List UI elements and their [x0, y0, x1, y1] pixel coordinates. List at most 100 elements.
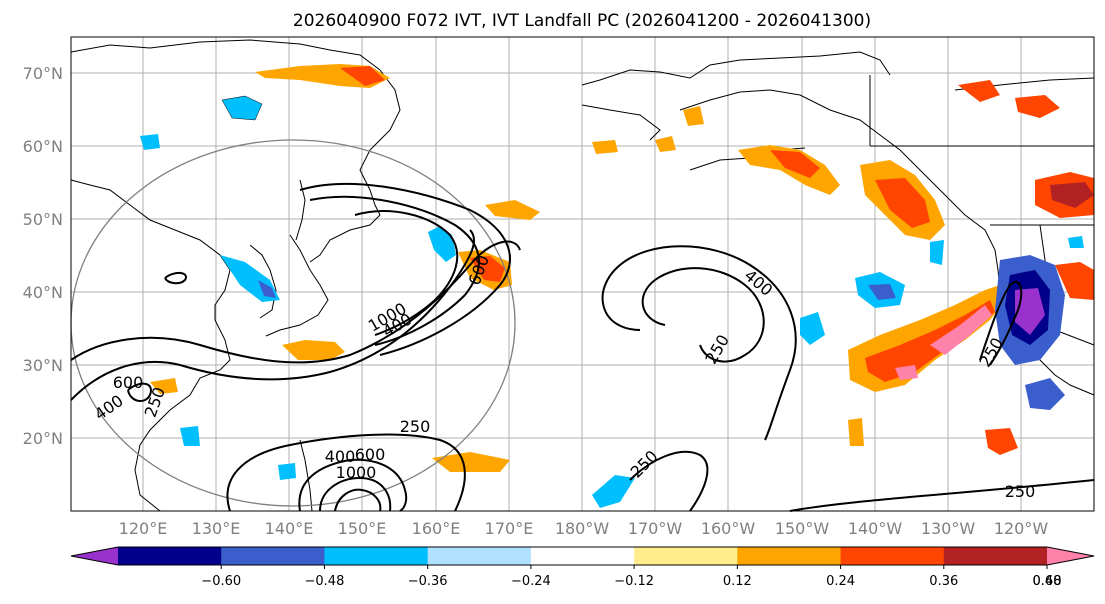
- lat-label: 20°N: [23, 429, 63, 448]
- lon-label: 150°W: [775, 519, 830, 538]
- fill-neg-mexico: [1025, 378, 1065, 410]
- contour-400-cyclone: [641, 267, 765, 363]
- colorbar-extend-low: [71, 547, 118, 565]
- lat-label: 30°N: [23, 356, 63, 375]
- lon-label: 170°E: [485, 519, 534, 538]
- ivt-contours: [70, 182, 1095, 512]
- contour-small-loop-2: [127, 382, 152, 402]
- coast-korea: [249, 244, 277, 319]
- fill-neg-mid-east: [800, 312, 825, 345]
- contour-600-jet: [309, 195, 480, 346]
- lon-label: 160°W: [701, 519, 756, 538]
- colorbar-segment: [737, 547, 842, 565]
- colorbar-segment: [634, 547, 738, 565]
- fill-pos-small-4: [592, 140, 618, 154]
- fill-pos-gulf-alaska: [738, 145, 840, 195]
- lon-label: 140°W: [848, 519, 903, 538]
- coast-siberia: [70, 39, 401, 216]
- colorbar-tick-label: −0.36: [408, 574, 448, 589]
- colorbar-tick-label: 0.60: [1033, 574, 1062, 589]
- lat-label: 40°N: [23, 283, 63, 302]
- colorbar-segment: [221, 547, 325, 565]
- contour-600-south: [319, 476, 392, 512]
- fill-pos-small-2: [655, 136, 676, 152]
- fill-pos-mid-north: [485, 200, 540, 220]
- fill-pos-ar-plume-max: [930, 305, 992, 355]
- fill-neg-small-1: [930, 240, 944, 265]
- lon-label: 180°W: [555, 519, 610, 538]
- colorbar-tick-label: 0.24: [826, 574, 855, 589]
- lon-label: 170°W: [628, 519, 683, 538]
- contour-400-south: [298, 458, 408, 512]
- lon-label: 130°E: [192, 519, 241, 538]
- lon-label: 120°W: [994, 519, 1049, 538]
- border-mexico: [1054, 329, 1095, 346]
- lat-label: 70°N: [23, 64, 63, 83]
- fill-pos-tropical: [432, 452, 510, 472]
- colorbar-extend-high: [1047, 547, 1094, 565]
- contour-label: 600: [355, 445, 386, 464]
- fill-pos-ar-plume-max-2: [895, 365, 918, 380]
- coast-asia-east: [70, 179, 231, 512]
- fill-neg-korea-core: [258, 280, 276, 298]
- coast-japan: [265, 234, 329, 337]
- fill-neg-small-4: [180, 426, 200, 446]
- colorbar-tick-label: −0.60: [201, 574, 241, 589]
- contour-label: 1000: [336, 463, 377, 482]
- fill-pos-gulf-alaska-core: [770, 150, 820, 178]
- map-frame: [70, 36, 1095, 512]
- lon-axis: 120°E 130°E 140°E 150°E 160°E 170°E 180°…: [119, 519, 1049, 538]
- fill-neg-ne-pacific-core: [868, 284, 896, 300]
- colorbar-segment: [943, 547, 1048, 565]
- fill-neg-california-max: [1015, 288, 1045, 335]
- lat-label: 50°N: [23, 210, 63, 229]
- colorbar-tick-label: 0.36: [929, 574, 958, 589]
- contour-1000-south: [334, 488, 382, 512]
- fill-neg-small-3: [140, 134, 160, 150]
- contour-label: 250: [400, 417, 431, 436]
- map-panel: 250 400 600 1000 400 250 250 250 400 600…: [70, 36, 1095, 512]
- fill-pos-small-3: [683, 106, 704, 126]
- contour-250-california: [979, 280, 1023, 366]
- contour-small-loop: [164, 272, 187, 285]
- contour-250-tropical: [629, 450, 709, 512]
- fill-pos-bc-coast-core: [875, 178, 930, 228]
- pc-fills: [140, 64, 1094, 508]
- fill-pos-arctic: [958, 80, 1000, 102]
- fill-pos-siberia-core: [340, 66, 385, 86]
- contour-1000-jet: [354, 210, 459, 336]
- lon-label: 130°W: [921, 519, 976, 538]
- contour-label: 600: [113, 373, 144, 392]
- fill-neg-small-2: [1068, 236, 1084, 248]
- colorbar-segment: [427, 547, 532, 565]
- colorbar-tick-label: 0.12: [723, 574, 752, 589]
- lat-axis: 70°N 60°N 50°N 40°N 30°N 20°N: [23, 64, 63, 448]
- contour-250-west-a: [70, 240, 521, 364]
- fill-pos-small-1: [848, 418, 864, 446]
- coast-alaska: [679, 89, 916, 166]
- fill-pos-china-coast: [150, 378, 178, 394]
- contour-label: 400: [325, 447, 356, 466]
- lon-label: 160°E: [412, 519, 461, 538]
- lat-label: 60°N: [23, 137, 63, 156]
- contour-400-jet: [299, 182, 511, 356]
- contour-label: 250: [1005, 482, 1036, 501]
- coast-philippines: [299, 439, 313, 512]
- contour-250-west-b: [70, 229, 475, 401]
- coast-chukotka: [581, 104, 661, 141]
- lon-label: 150°E: [338, 519, 387, 538]
- colorbar-tick-label: 0.48: [1033, 574, 1062, 589]
- colorbar-segment: [840, 547, 945, 565]
- contour-250-east-bottom: [789, 479, 1095, 512]
- fill-neg-tropical: [592, 475, 635, 508]
- fill-pos-south: [985, 428, 1018, 455]
- fill-pos-ar-plume-core: [865, 300, 995, 382]
- fill-pos-rockies: [1055, 262, 1094, 300]
- figure-title: 2026040900 F072 IVT, IVT Landfall PC (20…: [293, 11, 871, 31]
- fill-neg-small-5: [278, 463, 296, 480]
- colorbar-segment: [530, 547, 635, 565]
- colorbar-tick-label: −0.24: [511, 574, 551, 589]
- fill-pos-canada-core: [1050, 182, 1094, 208]
